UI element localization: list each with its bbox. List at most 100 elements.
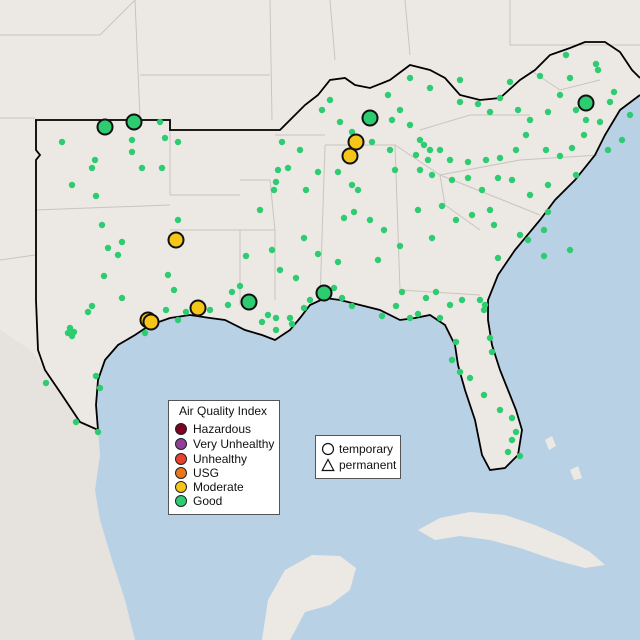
monitor-marker-good[interactable] [420,141,428,149]
monitor-marker-good[interactable] [72,418,80,426]
monitor-marker-good[interactable] [481,301,489,309]
monitor-marker-good[interactable] [480,306,488,314]
monitor-marker-good[interactable] [436,314,444,322]
monitor-marker-good[interactable] [544,108,552,116]
monitor-marker-good[interactable] [412,151,420,159]
monitor-marker-good[interactable] [286,314,294,322]
monitor-marker-good[interactable] [406,74,414,82]
monitor-marker-good[interactable] [88,302,96,310]
monitor-marker-good[interactable] [456,76,464,84]
monitor-marker-good[interactable] [456,368,464,376]
monitor-marker-good[interactable] [228,288,236,296]
monitor-marker-good[interactable] [494,174,502,182]
monitor-marker-good[interactable] [414,310,422,318]
monitor-marker-good[interactable] [258,318,266,326]
monitor-marker-good[interactable] [604,146,612,154]
monitor-marker-good[interactable] [424,156,432,164]
monitor-marker-good[interactable] [91,156,99,164]
monitor-marker-good[interactable] [96,384,104,392]
monitor-marker-good[interactable] [366,216,374,224]
monitor-marker-good[interactable] [174,316,182,324]
monitor-marker-good[interactable] [572,171,580,179]
monitor-marker-good[interactable] [544,208,552,216]
monitor-marker-good[interactable] [380,226,388,234]
monitor-marker-good[interactable] [406,121,414,129]
monitor-marker-good[interactable] [592,60,600,68]
monitor-marker-good[interactable] [512,428,520,436]
monitor-marker-good[interactable] [596,118,604,126]
monitor-marker-good[interactable] [170,286,178,294]
monitor-marker-good[interactable] [162,306,170,314]
monitor-marker-good[interactable] [508,176,516,184]
monitor-marker-good[interactable] [396,242,404,250]
monitor-marker-good[interactable] [292,274,300,282]
monitor-marker-good[interactable] [448,176,456,184]
monitor-marker-good[interactable] [314,168,322,176]
monitor-marker-good[interactable] [562,51,570,59]
monitor-marker-good[interactable] [272,326,280,334]
monitor-marker-good[interactable] [242,252,250,260]
monitor-marker-good[interactable] [161,134,169,142]
monitor-marker-good[interactable] [391,166,399,174]
monitor-marker-good[interactable] [526,116,534,124]
monitor-marker-good[interactable] [486,334,494,342]
temporary-monitor-good[interactable] [361,109,379,127]
temporary-monitor-moderate[interactable] [167,231,185,249]
monitor-marker-good[interactable] [556,91,564,99]
monitor-marker-good[interactable] [478,186,486,194]
monitor-marker-good[interactable] [158,164,166,172]
monitor-marker-good[interactable] [446,156,454,164]
monitor-marker-good[interactable] [354,186,362,194]
monitor-marker-good[interactable] [270,186,278,194]
temporary-monitor-good[interactable] [125,113,143,131]
monitor-marker-good[interactable] [378,312,386,320]
monitor-marker-good[interactable] [392,302,400,310]
monitor-marker-good[interactable] [480,391,488,399]
monitor-marker-good[interactable] [84,308,92,316]
monitor-marker-good[interactable] [256,206,264,214]
monitor-marker-good[interactable] [494,254,502,262]
monitor-marker-good[interactable] [334,168,342,176]
monitor-marker-good[interactable] [526,191,534,199]
monitor-marker-good[interactable] [338,294,346,302]
monitor-marker-good[interactable] [268,246,276,254]
monitor-marker-good[interactable] [264,311,272,319]
monitor-marker-good[interactable] [128,136,136,144]
monitor-marker-good[interactable] [141,329,149,337]
monitor-marker-good[interactable] [428,234,436,242]
monitor-marker-good[interactable] [278,138,286,146]
monitor-marker-good[interactable] [114,251,122,259]
monitor-marker-good[interactable] [300,234,308,242]
monitor-marker-good[interactable] [182,308,190,316]
monitor-marker-good[interactable] [384,91,392,99]
monitor-marker-good[interactable] [368,138,376,146]
monitor-marker-good[interactable] [388,116,396,124]
monitor-marker-good[interactable] [272,314,280,322]
monitor-marker-good[interactable] [446,301,454,309]
monitor-marker-good[interactable] [406,314,414,322]
monitor-marker-good[interactable] [326,96,334,104]
monitor-marker-good[interactable] [496,154,504,162]
temporary-monitor-good[interactable] [577,94,595,112]
monitor-marker-good[interactable] [350,208,358,216]
temporary-monitor-good[interactable] [240,293,258,311]
temporary-monitor-good[interactable] [315,284,333,302]
monitor-marker-good[interactable] [398,288,406,296]
monitor-marker-good[interactable] [422,294,430,302]
monitor-marker-good[interactable] [138,164,146,172]
monitor-marker-good[interactable] [128,148,136,156]
monitor-marker-good[interactable] [452,338,460,346]
monitor-marker-good[interactable] [568,144,576,152]
monitor-marker-good[interactable] [330,284,338,292]
monitor-marker-good[interactable] [544,181,552,189]
monitor-marker-good[interactable] [94,428,102,436]
monitor-marker-good[interactable] [92,372,100,380]
monitor-marker-good[interactable] [536,72,544,80]
monitor-marker-good[interactable] [336,118,344,126]
monitor-marker-good[interactable] [100,272,108,280]
monitor-marker-good[interactable] [274,166,282,174]
monitor-marker-good[interactable] [104,244,112,252]
monitor-marker-good[interactable] [426,84,434,92]
monitor-marker-good[interactable] [448,356,456,364]
monitor-marker-good[interactable] [618,136,626,144]
